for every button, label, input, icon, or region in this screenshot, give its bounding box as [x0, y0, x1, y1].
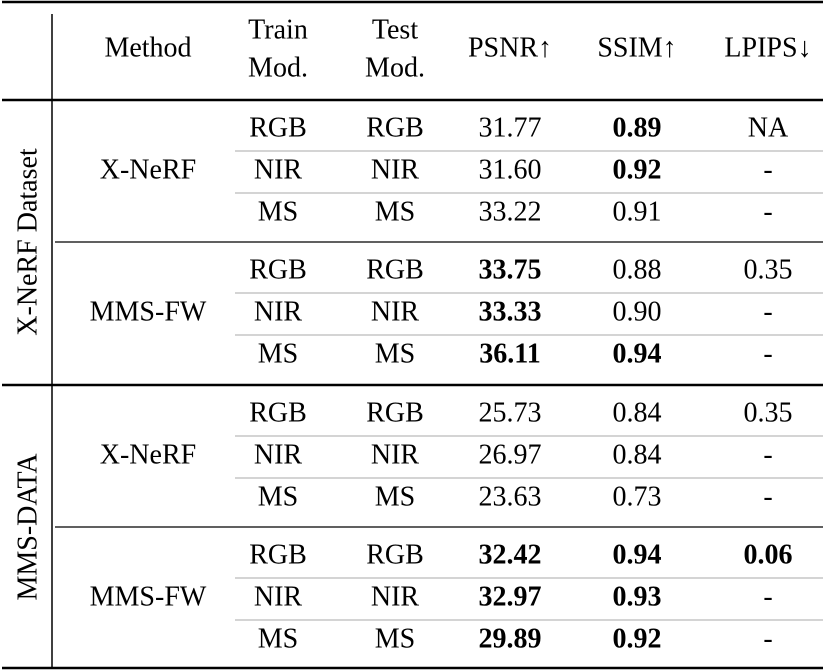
lpips-cell: 0.06: [744, 539, 793, 570]
train-cell: RGB: [249, 539, 307, 570]
test-cell: MS: [375, 196, 415, 227]
method-name: MMS-FW: [90, 581, 207, 612]
psnr-cell: 32.97: [479, 581, 542, 612]
test-cell: NIR: [371, 581, 420, 612]
psnr-cell: 23.63: [479, 481, 542, 512]
train-cell: NIR: [254, 581, 303, 612]
ssim-cell: 0.92: [613, 154, 662, 185]
psnr-cell: 33.75: [479, 254, 542, 285]
header-label: SSIM↑: [597, 32, 676, 63]
psnr-cell: 32.42: [479, 539, 542, 570]
train-cell: MS: [258, 196, 298, 227]
header-label: LPIPS↓: [724, 32, 811, 63]
header-label: PSNR↑: [468, 32, 552, 63]
ssim-cell: 0.90: [613, 296, 662, 327]
train-cell: RGB: [249, 112, 307, 143]
lpips-cell: -: [763, 581, 772, 612]
ssim-cell: 0.88: [613, 254, 662, 285]
test-cell: MS: [375, 623, 415, 654]
train-cell: NIR: [254, 154, 303, 185]
ssim-cell: 0.73: [613, 481, 662, 512]
ssim-cell: 0.84: [613, 439, 662, 470]
dataset-label: MMS-DATA: [12, 453, 43, 601]
train-cell: NIR: [254, 439, 303, 470]
train-cell: MS: [258, 338, 298, 369]
test-cell: NIR: [371, 439, 420, 470]
lpips-cell: -: [763, 439, 772, 470]
header-label: Mod.: [365, 52, 425, 83]
lpips-cell: NA: [748, 112, 789, 143]
test-cell: RGB: [366, 112, 424, 143]
method-name: MMS-FW: [90, 296, 207, 327]
psnr-cell: 31.77: [479, 112, 542, 143]
ssim-cell: 0.94: [613, 338, 662, 369]
psnr-cell: 33.22: [479, 196, 542, 227]
lpips-cell: -: [763, 154, 772, 185]
train-cell: NIR: [254, 296, 303, 327]
train-cell: RGB: [249, 254, 307, 285]
lpips-cell: -: [763, 196, 772, 227]
test-cell: NIR: [371, 296, 420, 327]
method-name: X-NeRF: [100, 154, 196, 185]
ssim-cell: 0.93: [613, 581, 662, 612]
header-label: Train: [248, 14, 308, 45]
ssim-cell: 0.89: [613, 112, 662, 143]
header-label: Method: [104, 32, 191, 63]
ssim-cell: 0.84: [613, 397, 662, 428]
psnr-cell: 36.11: [479, 338, 540, 369]
test-cell: MS: [375, 481, 415, 512]
psnr-cell: 31.60: [479, 154, 542, 185]
ssim-cell: 0.94: [613, 539, 662, 570]
psnr-cell: 29.89: [479, 623, 542, 654]
test-cell: RGB: [366, 254, 424, 285]
test-cell: RGB: [366, 397, 424, 428]
test-cell: MS: [375, 338, 415, 369]
lpips-cell: 0.35: [744, 254, 793, 285]
header-label: Mod.: [248, 52, 308, 83]
lpips-cell: -: [763, 623, 772, 654]
dataset-label: X-NeRF Dataset: [12, 148, 43, 336]
lpips-cell: -: [763, 338, 772, 369]
lpips-cell: 0.35: [744, 397, 793, 428]
test-cell: RGB: [366, 539, 424, 570]
lpips-cell: -: [763, 296, 772, 327]
train-cell: MS: [258, 623, 298, 654]
psnr-cell: 25.73: [479, 397, 542, 428]
test-cell: NIR: [371, 154, 420, 185]
ssim-cell: 0.92: [613, 623, 662, 654]
psnr-cell: 33.33: [479, 296, 542, 327]
train-cell: RGB: [249, 397, 307, 428]
lpips-cell: -: [763, 481, 772, 512]
header-label: Test: [372, 14, 418, 45]
ssim-cell: 0.91: [613, 196, 662, 227]
method-name: X-NeRF: [100, 439, 196, 470]
train-cell: MS: [258, 481, 298, 512]
psnr-cell: 26.97: [479, 439, 542, 470]
